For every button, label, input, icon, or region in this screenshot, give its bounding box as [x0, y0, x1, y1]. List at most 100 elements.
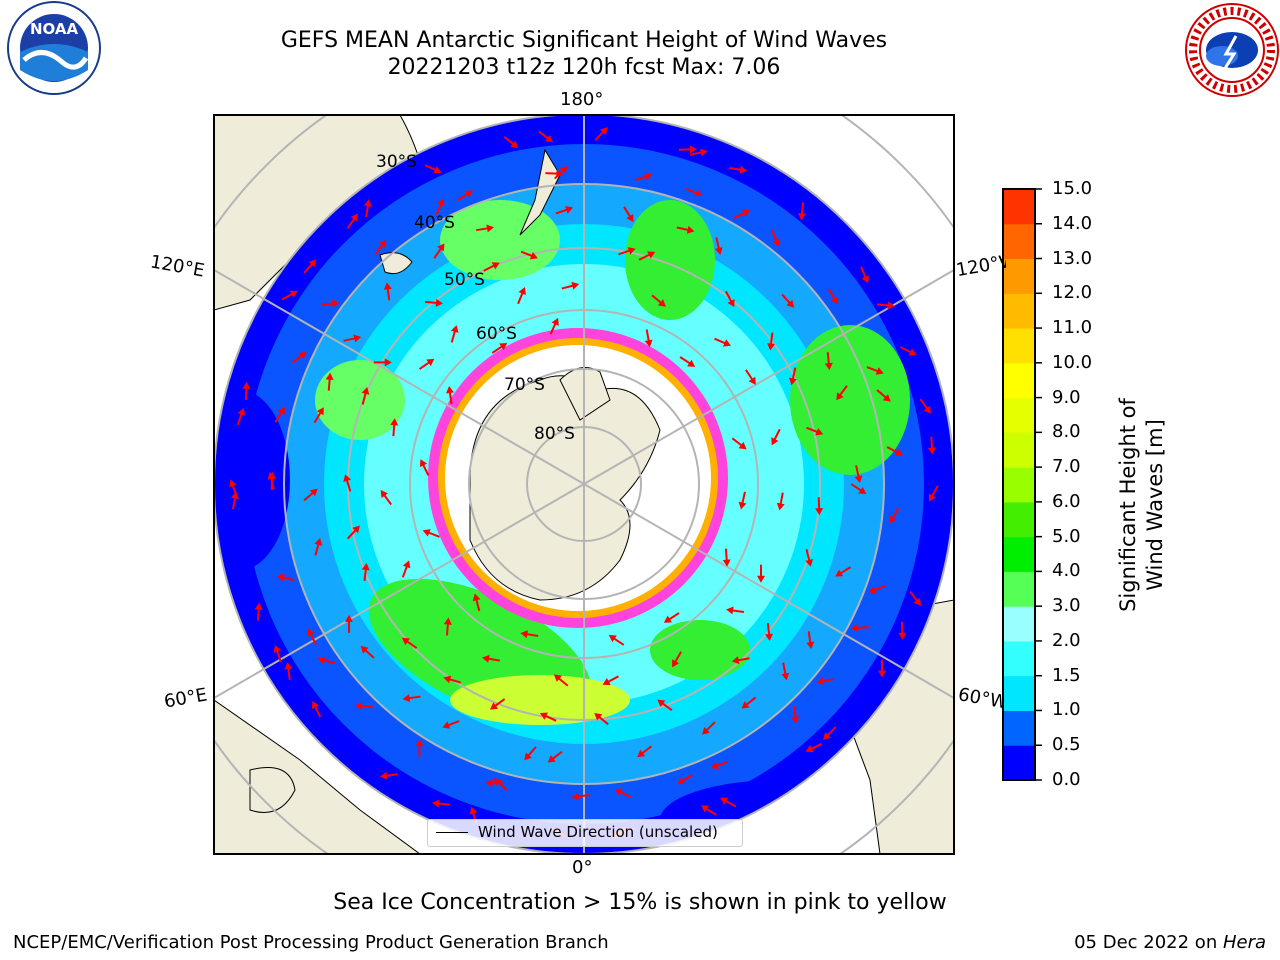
- antarctica-land: [469, 375, 661, 601]
- wind-arrow-icon: [854, 465, 863, 483]
- colorbar-segment: [1003, 293, 1035, 329]
- wind-arrow-icon: [644, 329, 653, 348]
- wind-arrow-icon: [850, 623, 869, 632]
- colorbar-tick-label: 3.0: [1052, 595, 1081, 617]
- wind-arrow-icon: [876, 389, 891, 402]
- map-legend: Wind Wave Direction (unscaled): [427, 819, 743, 847]
- colorbar-tick-label: 1.5: [1052, 664, 1081, 686]
- wind-arrow-icon: [928, 485, 939, 502]
- colorbar-segment: [1003, 258, 1035, 294]
- wind-arrow-icon: [868, 584, 886, 594]
- wind-arrow-icon: [424, 164, 442, 174]
- date-text: 05 Dec 2022 on Hera: [1074, 932, 1266, 953]
- wind-arrow-icon: [311, 701, 322, 718]
- colorbar-tick-label: 7.0: [1052, 456, 1081, 478]
- lat-label-40s: 40°S: [414, 213, 455, 233]
- wind-arrow-icon: [876, 301, 895, 310]
- lat-label-70s: 70°S: [504, 375, 545, 395]
- wind-arrow-icon: [745, 369, 756, 385]
- wind-arrow-icon: [791, 705, 800, 724]
- chart-title: GEFS MEAN Antarctic Significant Height o…: [280, 28, 888, 53]
- colorbar-tick-label: 5.0: [1052, 525, 1081, 547]
- wind-arrow-icon: [594, 713, 609, 726]
- wind-arrow-icon: [520, 630, 539, 639]
- colorbar-segment: [1003, 640, 1035, 677]
- lon-label-180: 180°: [560, 89, 604, 110]
- wind-arrow-icon: [402, 694, 421, 703]
- lat-label-80s: 80°S: [534, 424, 575, 444]
- wind-arrow-icon: [866, 366, 884, 375]
- wind-arrow-icon: [726, 606, 745, 615]
- sea-ice-footnote: Sea Ice Concentration > 15% is shown in …: [333, 890, 947, 915]
- wind-arrow-icon: [729, 165, 748, 174]
- wind-arrow-icon: [442, 720, 460, 729]
- colorbar-tick-label: 4.0: [1052, 560, 1081, 582]
- wind-arrow-icon: [482, 654, 500, 663]
- wind-arrow-icon: [373, 358, 392, 367]
- wind-arrow-icon: [561, 281, 580, 290]
- wind-arrow-icon: [383, 282, 392, 301]
- date-value: 05 Dec 2022 on: [1074, 932, 1223, 953]
- wind-arrow-icon: [714, 237, 723, 255]
- colorbar-segment: [1003, 745, 1035, 781]
- wind-arrow-icon: [724, 290, 735, 308]
- colorbar-segment: [1003, 467, 1035, 503]
- wind-arrow-icon: [343, 334, 362, 343]
- colorbar-tick-label: 10.0: [1052, 351, 1093, 373]
- wind-arrow-icon: [919, 398, 931, 414]
- wind-arrow-icon: [702, 721, 716, 735]
- wind-arrow-icon: [325, 372, 334, 391]
- wind-arrow-icon: [816, 677, 835, 686]
- wind-arrow-icon: [346, 213, 358, 229]
- wind-arrow-icon: [554, 165, 568, 180]
- wind-arrow-icon: [860, 266, 870, 284]
- wind-arrows: [229, 127, 939, 839]
- wind-arrow-icon: [424, 298, 443, 307]
- wind-arrow-icon: [343, 474, 352, 492]
- colorbar-segment: [1003, 710, 1035, 746]
- wind-arrow-icon: [678, 145, 697, 154]
- wind-arrow-icon: [909, 590, 922, 606]
- wind-arrow-icon: [446, 385, 454, 404]
- wind-arrow-icon: [618, 247, 636, 256]
- wind-arrow-icon: [679, 356, 696, 367]
- wind-arrow-icon: [720, 797, 737, 808]
- wind-arrow-icon: [898, 621, 907, 640]
- colorbar-segment: [1003, 328, 1035, 364]
- wind-arrow-icon: [608, 634, 625, 646]
- lat-label-30s: 30°S: [376, 152, 417, 172]
- wind-arrow-icon: [418, 358, 435, 370]
- wind-arrow-icon: [701, 805, 717, 816]
- colorbar-frame: [1002, 188, 1036, 781]
- wind-arrow-icon: [401, 560, 411, 578]
- wind-arrow-icon: [231, 491, 239, 510]
- wind-arrow-icon: [229, 479, 238, 497]
- wind-arrow-icon: [354, 701, 373, 710]
- colorbar-tick-label: 14.0: [1052, 212, 1093, 234]
- wind-arrow-icon: [443, 617, 452, 636]
- wind-arrow-icon: [731, 656, 750, 665]
- wind-arrow-icon: [254, 602, 263, 621]
- wind-arrow-icon: [549, 317, 559, 335]
- colorbar-segment: [1003, 571, 1035, 607]
- wind-arrow-icon: [503, 136, 519, 149]
- wind-arrow-icon: [313, 407, 324, 424]
- wind-arrow-icon: [303, 488, 318, 502]
- wind-arrow-icon: [450, 325, 459, 343]
- wind-arrow-icon: [672, 651, 682, 668]
- wind-arrow-icon: [485, 779, 504, 788]
- wind-arrow-icon: [663, 612, 680, 623]
- longitude-grid: [263, 115, 905, 854]
- colorbar-tick-label: 1.0: [1052, 699, 1081, 721]
- wind-arrow-icon: [651, 294, 666, 307]
- colorbar-tick-label: 6.0: [1052, 490, 1081, 512]
- colorbar-tick-label: 8.0: [1052, 421, 1081, 443]
- wind-arrow-icon: [741, 696, 757, 709]
- wind-arrow-icon: [835, 566, 852, 577]
- wind-arrow-icon: [379, 771, 398, 780]
- wind-arrow-icon: [401, 637, 418, 649]
- wind-arrow-icon: [806, 631, 815, 650]
- wind-arrow-icon: [344, 614, 353, 633]
- wind-arrow-icon: [317, 656, 336, 665]
- wind-arrow-icon: [491, 342, 508, 354]
